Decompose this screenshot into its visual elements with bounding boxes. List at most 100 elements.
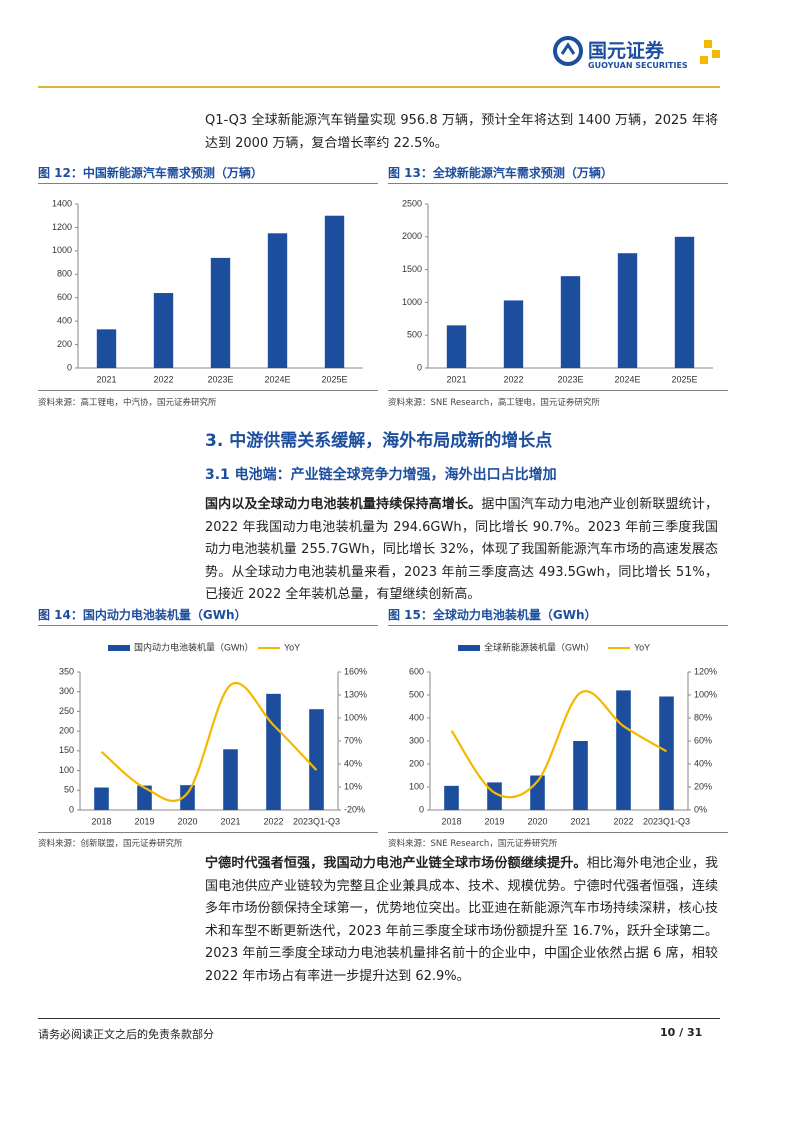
bar [617,253,638,368]
x-tick-label: 2023Q1-Q3 [293,816,340,826]
x-tick-label: 2025E [671,374,697,384]
rule [388,832,728,833]
bar [659,696,674,810]
y-tick-label: 50 [64,785,74,795]
y2-tick-label: 20% [694,781,712,791]
y-tick-label: 2000 [402,231,422,241]
y-tick-label: 600 [57,292,72,302]
y-tick-label: 200 [57,339,72,349]
x-tick-label: 2022 [503,374,523,384]
page-number: 10 / 31 [660,1026,703,1039]
x-tick-label: 2021 [220,816,240,826]
y-tick-label: 600 [409,666,424,676]
y-tick-label: 250 [59,706,74,716]
y-tick-label: 300 [409,735,424,745]
x-tick-label: 2021 [570,816,590,826]
rule [38,832,378,833]
paragraph-text: 相比海外电池企业，我国电池供应产业链较为完整且企业兼具成本、技术、规模优势。宁德… [205,856,718,984]
y-tick-label: 200 [59,726,74,736]
paragraph-lead: 国内以及全球动力电池装机量持续保持高增长。 [205,497,482,512]
chart: 0 100 200 300 400 500 600 2018 2019 2020 2021 2022 2… [409,641,717,826]
x-tick-label: 2023E [207,374,233,384]
heading: 3. 中游供需关系缓解，海外布局成新的增长点 [205,431,553,451]
y2-tick-label: 130% [344,689,367,699]
bar [153,293,174,368]
bar [503,300,524,368]
paragraph: Q1-Q3 全球新能源汽车销量实现 956.8 万辆，预计全年将达到 1400 … [205,113,718,151]
line [100,681,318,802]
x-tick-label: 2018 [441,816,461,826]
y-tick-label: 100 [59,765,74,775]
chart: 0 50 100 150 200 250 300 350 2018 2019 2020 2021 202… [59,641,367,826]
y-tick-label: 200 [409,758,424,768]
bar [674,236,695,368]
rule [38,183,378,184]
x-tick-label: 2023E [557,374,583,384]
x-tick-label: 2022 [613,816,633,826]
footer-rule [38,1018,720,1019]
x-tick-label: 2020 [527,816,547,826]
y2-tick-label: 10% [344,781,362,791]
header-rule [38,86,720,88]
x-tick-label: 2021 [446,374,466,384]
x-tick-label: 2024E [264,374,290,384]
company: 国元证券 [588,40,665,62]
legend-label: YoY [284,642,300,652]
paragraph-text: 据中国汽车动力电池产业创新联盟统计，2022 年我国动力电池装机量为 294.6… [205,497,718,602]
paragraph: 国内以及全球动力电池装机量持续保持高增长。据中国汽车动力电池产业创新联盟统计，2… [205,494,718,607]
bar [309,709,324,810]
x-tick-label: 2019 [484,816,504,826]
logo-icon [553,36,583,66]
rule [388,183,728,184]
bar [94,787,109,810]
source: 资料来源：高工锂电，中汽协，国元证券研究所 [38,398,217,408]
x-tick-label: 2023Q1-Q3 [643,816,690,826]
x-tick-label: 2022 [263,816,283,826]
rule [38,390,378,391]
x-tick-label: 2024E [614,374,640,384]
y2-tick-label: 40% [344,758,362,768]
y-tick-label: 0 [69,804,74,814]
y-tick-label: 400 [57,316,72,326]
chart: 0 500 1000 1500 2000 2500 2021 2022 2023E 2024E 20… [402,198,713,384]
bar [137,785,152,810]
y-tick-label: 1200 [52,222,72,232]
x-tick-label: 2019 [134,816,154,826]
y-tick-label: 1000 [52,245,72,255]
bar [573,741,588,810]
y2-tick-label: 160% [344,666,367,676]
bar [223,749,238,810]
y2-tick-label: 80% [694,712,712,722]
figure-title: 图 15：全球动力电池装机量（GWh） [388,608,597,622]
legend-label: 全球新能源装机量（GWh） [484,641,595,652]
legend-label: YoY [634,642,650,652]
y2-tick-label: 100% [344,712,367,722]
bar [446,325,467,368]
bar [560,276,581,368]
chart: 0 200 400 600 800 1000 1200 1400 2021 2022 2023E 20… [52,198,363,384]
x-tick-label: 2021 [96,374,116,384]
y-tick-label: 0 [417,362,422,372]
bar [266,693,281,810]
legend-marker [108,645,130,651]
y-tick-label: 0 [67,362,72,372]
source: 资料来源：SNE Research，高工锂电，国元证券研究所 [388,398,600,408]
y2-tick-label: 60% [694,735,712,745]
y2-tick-label: -20% [344,804,365,814]
x-tick-label: 2018 [91,816,111,826]
y-tick-label: 300 [59,686,74,696]
source: 资料来源：创新联盟，国元证券研究所 [38,839,183,849]
y-tick-label: 500 [409,689,424,699]
y-tick-label: 1000 [402,297,422,307]
subheading: 3.1 电池端：产业链全球竞争力增强，海外出口占比增加 [205,467,557,483]
company-en: GUOYUAN SECURITIES [588,61,688,70]
footer-note: 请务必阅读正文之后的免责条款部分 [38,1028,214,1041]
y2-tick-label: 70% [344,735,362,745]
y2-tick-label: 0% [694,804,707,814]
y-tick-label: 0 [419,804,424,814]
y-tick-label: 350 [59,666,74,676]
rule [388,625,728,626]
y-tick-label: 2500 [402,198,422,208]
y-tick-label: 1500 [402,264,422,274]
x-tick-label: 2020 [177,816,197,826]
